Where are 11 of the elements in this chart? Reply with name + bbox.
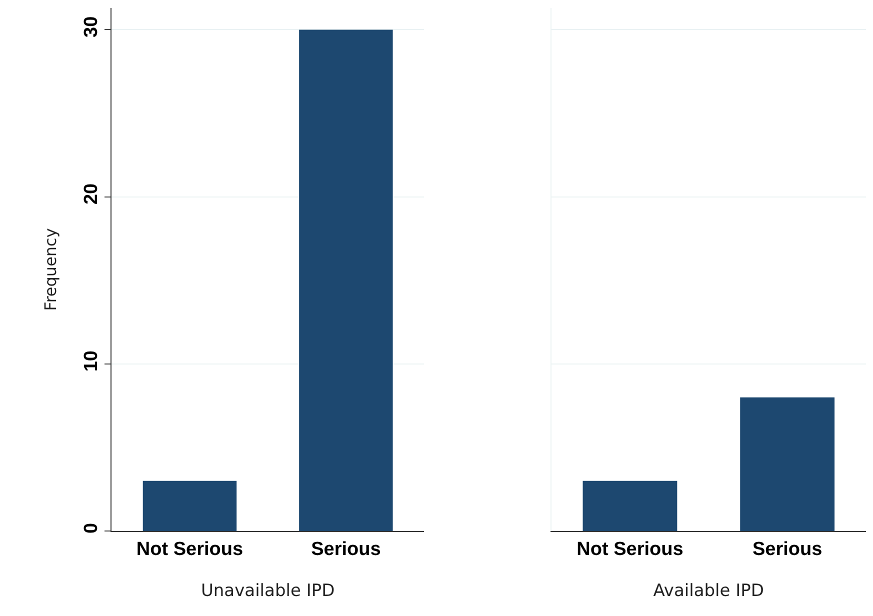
y-tick-label: 30 — [81, 16, 102, 38]
y-tick-label: 0 — [81, 522, 102, 534]
x-axis-title: Available IPD — [653, 581, 764, 602]
x-tick-label: Serious — [311, 538, 381, 560]
x-tick-label: Not Serious — [576, 538, 684, 560]
y-tick-label: 20 — [81, 183, 102, 205]
y-axis-title: Frequency — [40, 228, 60, 311]
x-tick-label: Not Serious — [136, 538, 244, 560]
y-tick-label: 10 — [81, 350, 102, 372]
x-axis-title: Unavailable IPD — [200, 581, 335, 602]
x-tick-label: Serious — [752, 538, 822, 560]
